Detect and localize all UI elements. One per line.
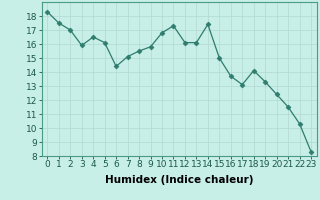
X-axis label: Humidex (Indice chaleur): Humidex (Indice chaleur) [105,175,253,185]
